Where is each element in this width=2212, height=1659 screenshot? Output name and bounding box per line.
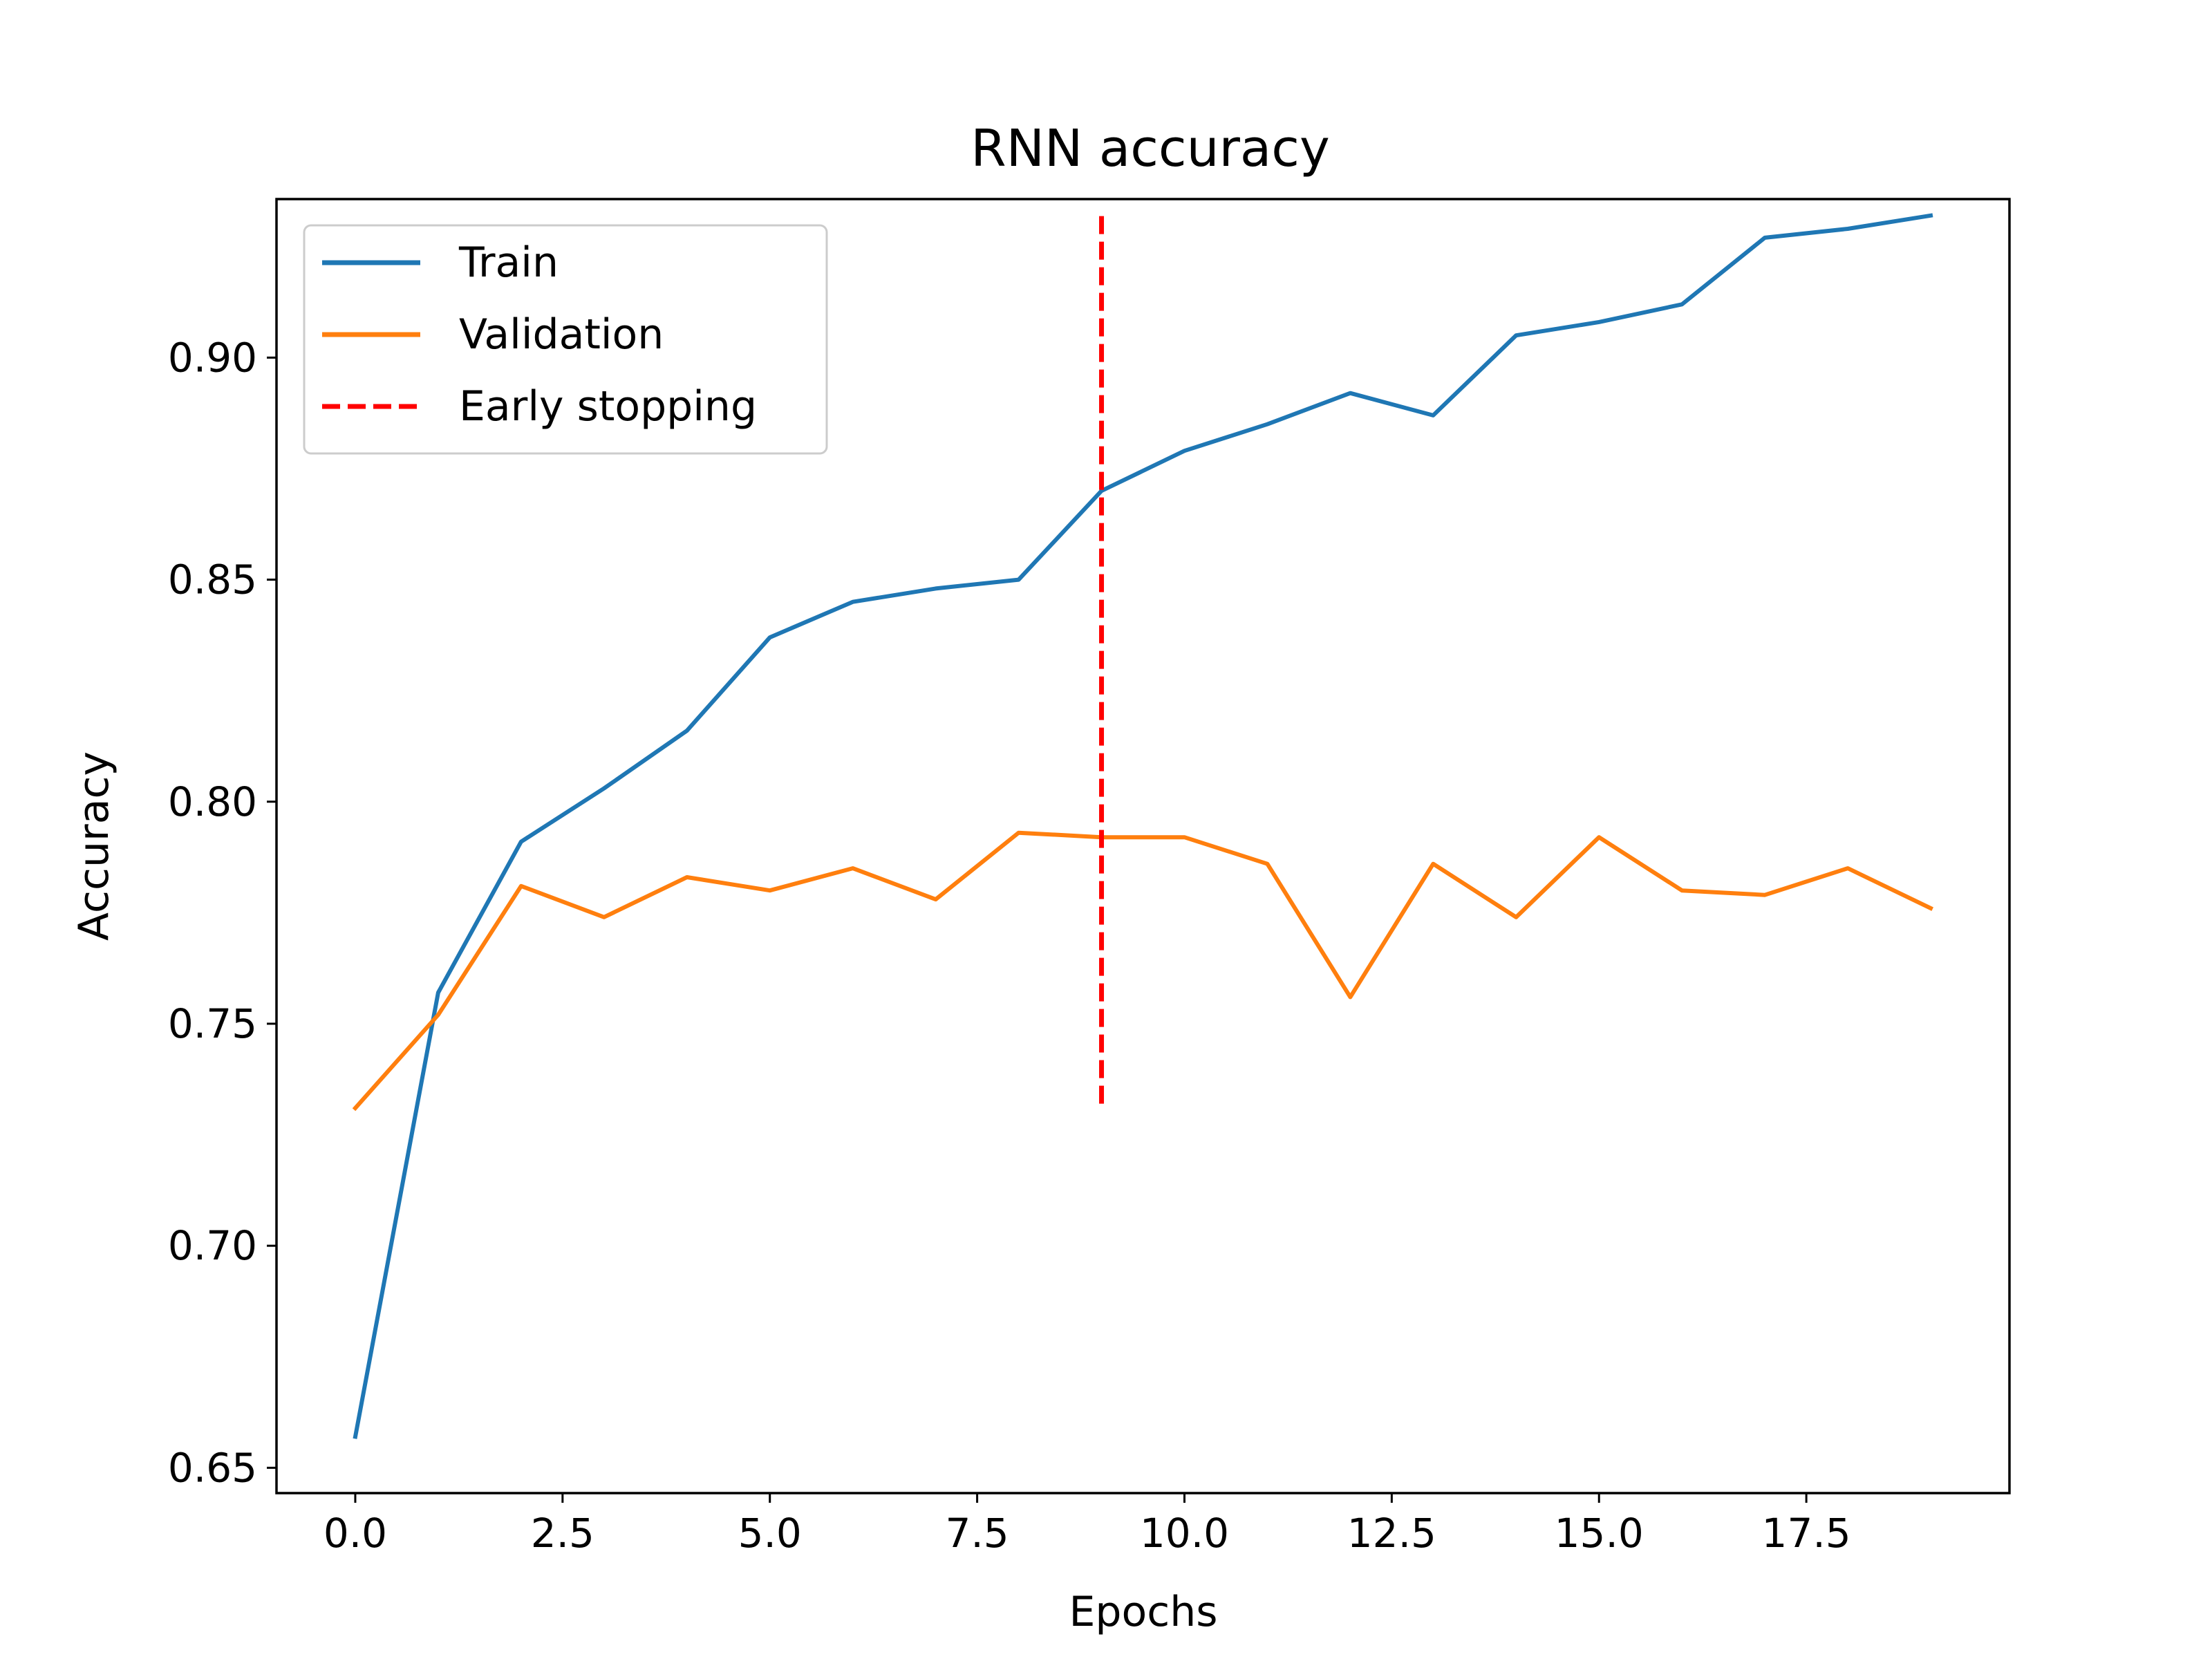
y-axis: 0.65 0.70 0.75 0.80 0.85 0.90 [168,334,276,1491]
x-tick-label: 17.5 [1762,1510,1851,1557]
legend-entry-validation: Validation [322,310,664,359]
legend-frame [303,224,828,455]
x-tick-label: 5.0 [738,1510,802,1557]
legend-label-early-stopping: Early stopping [459,382,757,431]
y-tick-label: 0.85 [168,556,257,603]
x-tick-label: 12.5 [1347,1510,1436,1557]
y-axis-label: Accuracy [70,751,118,941]
y-tick-label: 0.70 [168,1222,257,1269]
legend-entry-train: Train [322,238,559,287]
legend-entry-early-stopping: Early stopping [322,382,757,431]
series-line-train [353,213,1933,1439]
x-tick-label: 15.0 [1555,1510,1644,1557]
x-axis-label: Epochs [1069,1588,1218,1636]
chart-title: RNN accuracy [971,119,1330,178]
plot-frame [275,198,2011,1494]
y-tick-label: 0.90 [168,334,257,381]
x-axis: 0.0 2.5 5.0 7.5 10.0 12.5 15.0 17.5 [324,1493,1851,1557]
x-tick-label: 2.5 [531,1510,594,1557]
x-tick-label: 0.0 [324,1510,387,1557]
legend: Train Validation Early stopping [303,224,828,455]
legend-label-validation: Validation [459,310,664,359]
y-tick-label: 0.75 [168,1000,257,1047]
series-line-validation [352,830,1934,1112]
y-tick-label: 0.65 [168,1444,257,1491]
x-tick-label: 10.0 [1140,1510,1229,1557]
plot-area [352,213,1934,1439]
legend-label-train: Train [458,238,559,287]
x-tick-label: 7.5 [945,1510,1009,1557]
y-tick-label: 0.80 [168,778,257,825]
